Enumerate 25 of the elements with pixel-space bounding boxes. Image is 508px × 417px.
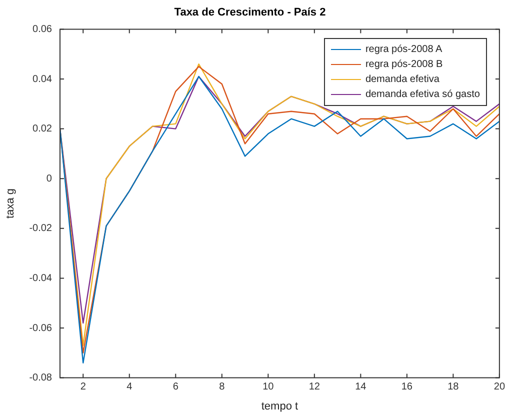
x-tick-label: 20 (494, 382, 506, 393)
legend-label: demanda efetiva (365, 73, 440, 88)
x-tick-label: 18 (448, 382, 460, 393)
chart-title: Taxa de Crescimento - País 2 (174, 6, 326, 19)
x-tick-label: 10 (262, 382, 274, 393)
y-tick-label: 0.06 (32, 24, 52, 35)
x-tick-label: 4 (126, 382, 133, 393)
legend-label: regra pós-2008 B (365, 58, 443, 72)
x-tick-label: 16 (401, 382, 413, 393)
y-tick-label: -0.02 (29, 223, 52, 234)
x-tick-label: 2 (80, 382, 86, 393)
y-tick-label: 0.04 (32, 74, 52, 85)
x-tick-label: 14 (355, 382, 367, 393)
x-tick-label: 6 (172, 382, 179, 393)
x-tick-label: 12 (308, 382, 320, 393)
y-tick-label: 0 (46, 173, 52, 184)
y-axis-title: taxa g (4, 188, 17, 218)
x-axis-title: tempo t (261, 400, 298, 412)
y-tick-label: -0.08 (29, 372, 52, 384)
y-tick-label: -0.04 (29, 272, 52, 284)
y-tick-label: 0.02 (32, 124, 52, 135)
y-tick-label: -0.06 (29, 322, 52, 334)
legend-label: demanda efetiva só gasto (365, 88, 480, 102)
legend-label: regra pós-2008 A (365, 43, 442, 58)
x-tick-label: 8 (219, 382, 226, 393)
